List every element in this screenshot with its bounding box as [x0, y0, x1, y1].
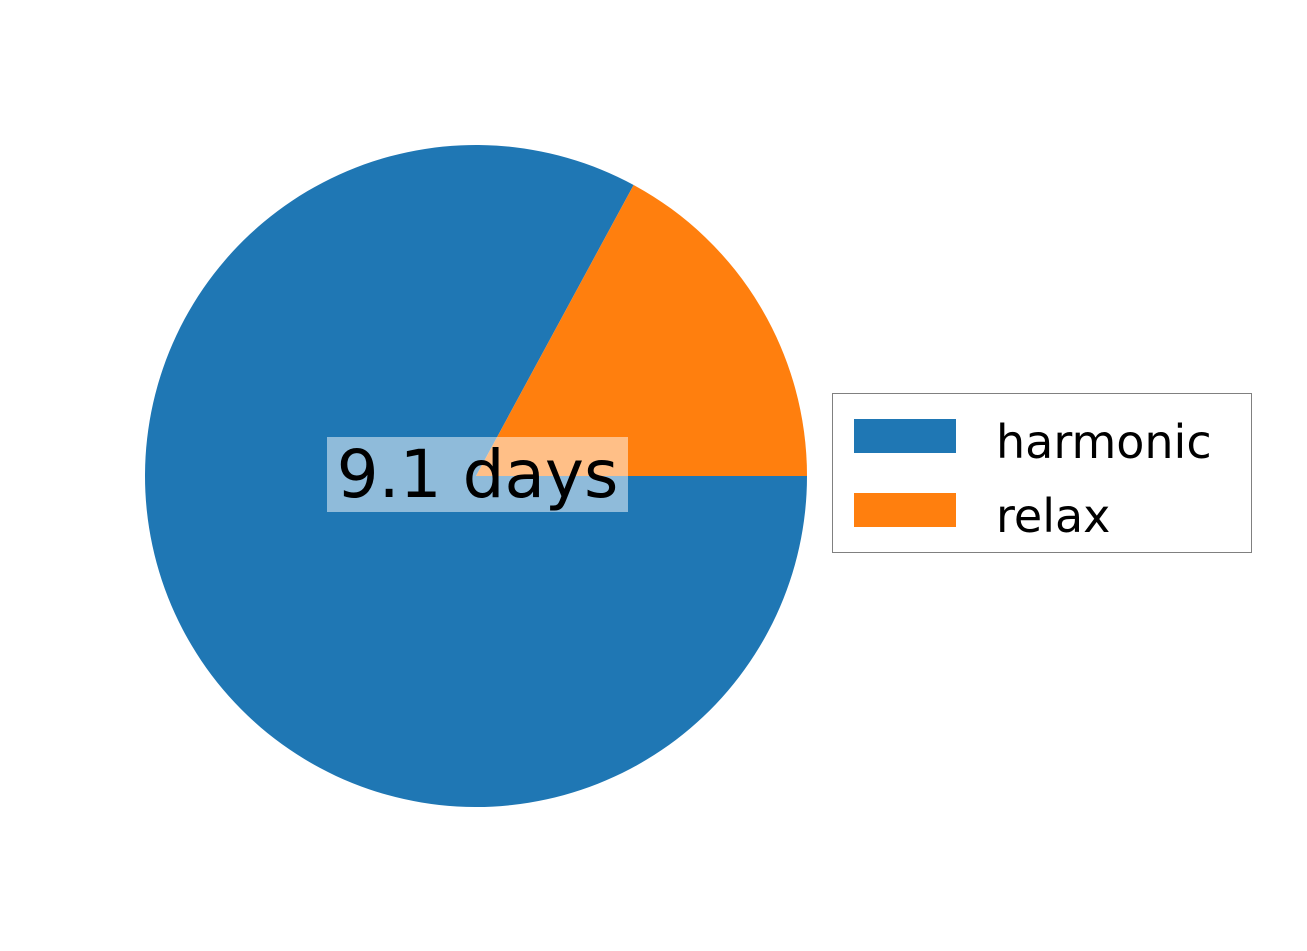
legend-label-relax: relax: [996, 489, 1111, 543]
pie-center-label: 9.1 days: [327, 437, 628, 512]
pie-slice-relax[interactable]: [476, 184, 807, 476]
pie-center-label-text: 9.1 days: [336, 435, 619, 513]
legend-item-relax[interactable]: relax: [833, 479, 1251, 553]
legend-swatch-harmonic: [854, 419, 956, 453]
chart-legend: harmonic relax: [832, 393, 1252, 553]
legend-label-harmonic: harmonic: [996, 415, 1212, 469]
legend-item-harmonic[interactable]: harmonic: [833, 405, 1251, 479]
pie-center-label-background: [327, 437, 628, 512]
legend-swatch-relax: [854, 493, 956, 527]
